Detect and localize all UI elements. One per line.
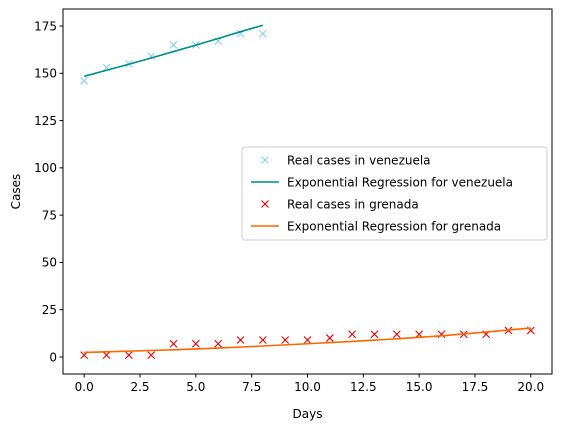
y-tick-label: 25 (42, 303, 57, 317)
data-point (303, 336, 312, 344)
legend-label: Exponential Regression for grenada (287, 219, 501, 233)
x-tick-label: 17.5 (462, 380, 489, 394)
legend-label: Exponential Regression for venezuela (287, 175, 513, 189)
series-markers-0 (80, 29, 267, 85)
y-tick-label: 125 (34, 114, 57, 128)
data-point (124, 351, 133, 359)
data-point (147, 351, 156, 359)
x-tick-label: 10.0 (294, 380, 321, 394)
x-tick-label: 0.0 (75, 380, 94, 394)
data-point (325, 334, 334, 342)
x-tick-label: 2.5 (130, 380, 149, 394)
y-axis-label: Cases (9, 174, 23, 210)
legend-item: Real cases in venezuela (261, 153, 431, 167)
legend-label: Real cases in venezuela (287, 153, 431, 167)
data-point (348, 330, 357, 339)
data-point (214, 339, 223, 348)
y-tick-label: 50 (42, 256, 57, 270)
legend: Real cases in venezuela Exponential Regre… (241, 146, 548, 241)
y-tick-label: 175 (34, 19, 57, 33)
legend-item: Exponential Regression for grenada (251, 219, 501, 233)
y-tick-label: 75 (42, 208, 57, 222)
series-line-1 (84, 24, 264, 78)
legend-item: Exponential Regression for venezuela (251, 175, 513, 189)
data-point (169, 339, 178, 348)
legend-item: Real cases in grenada (261, 197, 419, 211)
legend-marker-swatch (261, 156, 269, 164)
legend-box (241, 146, 548, 241)
data-point (370, 330, 379, 339)
y-axis: 0 25 50 75 100 125 150 175 (34, 19, 63, 364)
data-point (236, 336, 245, 344)
legend-label: Real cases in grenada (287, 197, 419, 211)
x-tick-label: 20.0 (517, 380, 544, 394)
data-point (80, 76, 89, 85)
data-point (258, 29, 267, 38)
plot-content (80, 24, 535, 359)
x-tick-label: 7.5 (242, 380, 261, 394)
y-tick-label: 150 (34, 67, 57, 81)
y-tick-label: 100 (34, 161, 57, 175)
legend-items: Real cases in venezuela Exponential Regre… (251, 153, 513, 233)
data-point (258, 336, 267, 344)
x-tick-label: 12.5 (350, 380, 377, 394)
y-tick-label: 0 (49, 350, 57, 364)
x-tick-label: 15.0 (406, 380, 433, 394)
data-point (169, 41, 178, 49)
data-point (191, 339, 200, 348)
x-axis-label: Days (293, 407, 323, 421)
series-markers-2 (80, 326, 535, 359)
legend-marker-swatch (261, 200, 269, 208)
x-tick-label: 5.0 (186, 380, 205, 394)
data-point (392, 330, 401, 339)
data-point (281, 336, 290, 344)
x-axis: 0.0 2.5 5.0 7.5 10.0 12.5 15.0 17.5 20.0 (75, 374, 544, 394)
data-point (102, 351, 111, 359)
series-line-3 (84, 327, 531, 354)
